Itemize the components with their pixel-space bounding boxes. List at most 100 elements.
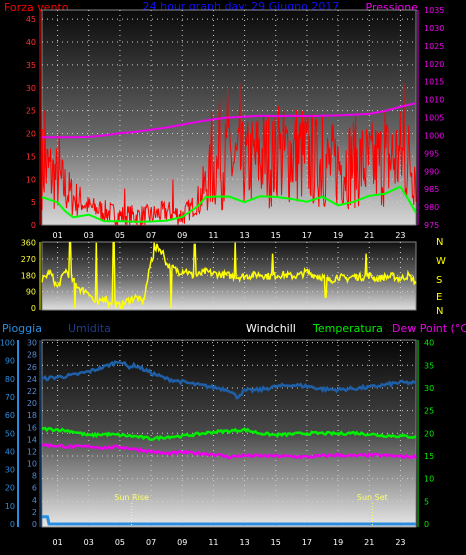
x-tick-label: 09 [177, 231, 187, 240]
x-tick-label: 11 [208, 538, 218, 547]
sunrise-label: Sun Rise [114, 493, 149, 502]
pressure-tick-label: 980 [424, 203, 439, 212]
x-tick-label: 05 [115, 231, 125, 240]
humidity-tick-label: 10 [27, 460, 37, 469]
dewpoint-legend: Dew Point (°C) [392, 322, 466, 335]
humidity-tick-label: 12 [27, 447, 37, 456]
pressure-tick-label: 1000 [424, 131, 444, 140]
pressure-tick-label: 1030 [424, 24, 444, 33]
temperature-line [41, 426, 417, 442]
x-tick-label: 21 [364, 538, 374, 547]
humidity-tick-label: 24 [27, 375, 37, 384]
compass-label: E [436, 292, 442, 303]
x-tick-label: 23 [395, 538, 405, 547]
direction-tick-label: 360 [21, 239, 36, 248]
pressure-tick-label: 990 [424, 167, 439, 176]
compass-label: W [436, 256, 446, 267]
rain-tick-label: 80 [5, 375, 15, 384]
x-tick-label: 17 [302, 538, 312, 547]
x-tick-label: 07 [146, 231, 156, 240]
humidity-legend: Umidita [68, 322, 111, 335]
pressure-tick-label: 995 [424, 149, 439, 158]
pressure-line [42, 102, 417, 139]
rain-legend: Pioggia [2, 322, 42, 335]
compass-label: N [436, 306, 443, 317]
humidity-line [41, 360, 417, 400]
wind-tick-label: 20 [26, 130, 36, 139]
x-tick-label: 07 [146, 538, 156, 547]
rain-tick-label: 20 [5, 484, 15, 493]
rain-tick-label: 60 [5, 411, 15, 420]
humidity-tick-label: 30 [27, 339, 37, 348]
direction-tick-label: 90 [26, 288, 36, 297]
rain-tick-label: 70 [5, 393, 15, 402]
rain-tick-label: 40 [5, 447, 15, 456]
x-tick-label: 15 [271, 231, 281, 240]
x-tick-label: 13 [239, 538, 249, 547]
rain-tick-label: 10 [5, 502, 15, 511]
wind-tick-label: 40 [26, 38, 36, 47]
humidity-tick-label: 16 [27, 423, 37, 432]
rain-tick-label: 90 [5, 357, 15, 366]
rain-tick-label: 0 [10, 520, 15, 529]
temperature-tick-label: 30 [424, 384, 434, 393]
humidity-tick-label: 8 [32, 472, 37, 481]
pressure-tick-label: 1025 [424, 42, 444, 51]
pressure-tick-label: 1020 [424, 60, 444, 69]
pressure-tick-label: 1005 [424, 114, 444, 123]
temperature-tick-label: 40 [424, 339, 434, 348]
wind-tick-label: 30 [26, 84, 36, 93]
wind-tick-label: 0 [31, 221, 36, 230]
rain-tick-label: 100 [0, 339, 15, 348]
compass-label: N [436, 237, 443, 248]
direction-tick-label: 180 [21, 271, 36, 280]
pressure-tick-label: 1015 [424, 78, 444, 87]
temperature-tick-label: 0 [424, 520, 429, 529]
pressure-tick-label: 985 [424, 185, 439, 194]
humidity-tick-label: 22 [27, 387, 37, 396]
temperature-tick-label: 15 [424, 452, 434, 461]
x-tick-label: 21 [364, 231, 374, 240]
temperature-tick-label: 20 [424, 429, 434, 438]
temperature-tick-label: 25 [424, 407, 434, 416]
wind-low-line [41, 185, 417, 223]
wind-tick-label: 35 [26, 61, 36, 70]
x-tick-label: 09 [177, 538, 187, 547]
temperature-tick-label: 5 [424, 497, 429, 506]
compass-label: S [436, 275, 442, 286]
pressure-tick-label: 1010 [424, 96, 444, 105]
pressure-tick-label: 975 [424, 221, 439, 230]
humidity-tick-label: 6 [32, 484, 37, 493]
temperature-tick-label: 35 [424, 361, 434, 370]
humidity-tick-label: 0 [32, 520, 37, 529]
humidity-tick-label: 18 [27, 411, 37, 420]
rain-tick-label: 50 [5, 429, 15, 438]
temperature-legend: Temperatura [312, 322, 383, 335]
wind-tick-label: 45 [26, 15, 36, 24]
x-tick-label: 23 [395, 231, 405, 240]
dewpoint-line [41, 442, 418, 460]
windchill-legend: Windchill [246, 322, 296, 335]
x-tick-label: 13 [239, 231, 249, 240]
humidity-tick-label: 4 [32, 496, 37, 505]
x-tick-label: 11 [208, 231, 218, 240]
x-tick-label: 17 [302, 231, 312, 240]
x-tick-label: 03 [84, 538, 94, 547]
wind-direction-line [41, 241, 417, 310]
sunset-label: Sun Set [357, 493, 388, 502]
humidity-tick-label: 28 [27, 351, 37, 360]
wind-tick-label: 10 [26, 175, 36, 184]
temperature-tick-label: 10 [424, 475, 434, 484]
humidity-tick-label: 26 [27, 363, 37, 372]
humidity-tick-label: 20 [27, 399, 37, 408]
humidity-tick-label: 2 [32, 508, 37, 517]
x-tick-label: 03 [84, 231, 94, 240]
x-tick-label: 05 [115, 538, 125, 547]
x-tick-label: 15 [271, 538, 281, 547]
humidity-tick-label: 14 [27, 435, 37, 444]
x-tick-label: 19 [333, 231, 343, 240]
rain-line [42, 515, 416, 526]
wind-tick-label: 15 [26, 152, 36, 161]
x-tick-label: 19 [333, 538, 343, 547]
